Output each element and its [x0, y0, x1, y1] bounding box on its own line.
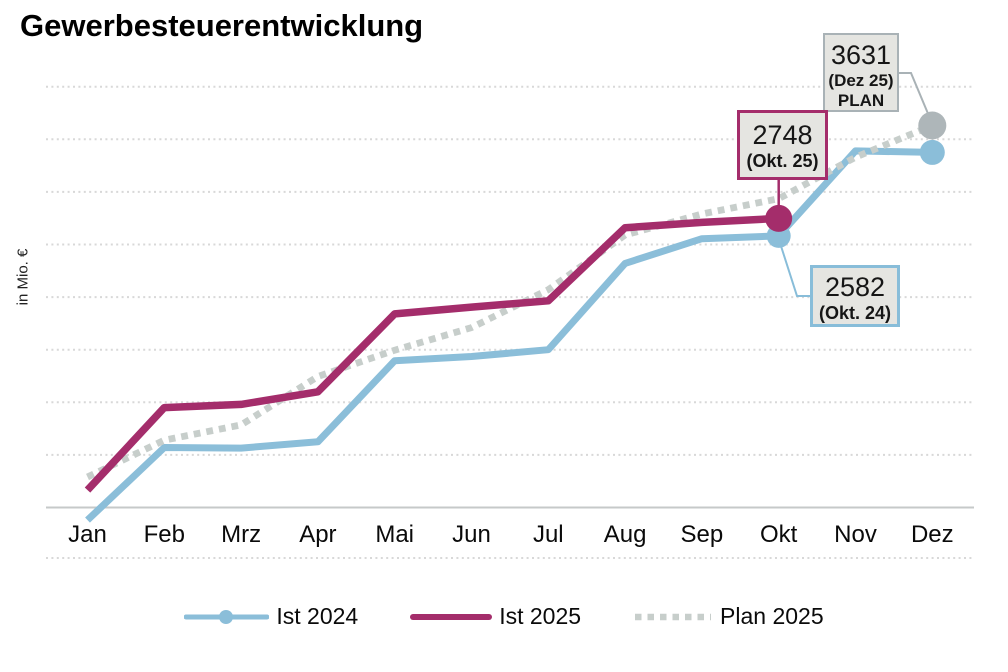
x-axis-label-okt: Okt [760, 521, 798, 548]
callout-connector-plan [898, 72, 930, 117]
legend-item-ist-2024: Ist 2024 [184, 603, 358, 630]
x-axis-label-jul: Jul [532, 521, 564, 548]
callout-label: (Okt. 25) [746, 151, 819, 171]
legend-item-ist-2025: Ist 2025 [410, 603, 581, 630]
x-axis-label-feb: Feb [143, 521, 185, 548]
legend-item-plan-2025: Plan 2025 [633, 603, 824, 630]
callout-sublabel: PLAN [837, 91, 885, 110]
chart-title: Gewerbesteuerentwicklung [20, 8, 424, 43]
data-point-plan2025-Dez [918, 111, 947, 140]
x-axis-label-jan: Jan [68, 521, 107, 548]
callout-ist-2025-okt: 2748 (Okt. 25) [737, 110, 828, 180]
x-axis-label-sep: Sep [680, 521, 724, 548]
x-axis-label-mai: Mai [375, 521, 415, 548]
callout-value: 2582 [824, 272, 886, 302]
x-axis-label-apr: Apr [299, 521, 337, 548]
callout-plan-dez: 3631 (Dez 25) PLAN [823, 33, 899, 112]
series-line-ist2025 [84, 214, 779, 493]
x-axis-label-jun: Jun [452, 521, 491, 548]
callout-value: 3631 [830, 40, 892, 70]
data-point-ist2025-Okt [765, 204, 793, 232]
legend-label: Ist 2024 [276, 603, 359, 629]
legend-swatch-ist-2024-icon [184, 609, 270, 624]
legend: Ist 2024 Ist 2025 Plan 2025 [0, 603, 1008, 630]
x-axis-label-mrz: Mrz [221, 521, 262, 548]
legend-label: Plan 2025 [720, 603, 824, 629]
x-axis-label-nov: Nov [834, 521, 877, 548]
data-point-ist2024-Dez [919, 139, 945, 165]
callout-ist-2024-okt: 2582 (Okt. 24) [810, 265, 900, 327]
legend-label: Ist 2025 [499, 603, 582, 629]
callout-label: (Dez 25) [828, 71, 894, 90]
callout-connector-ist24 [777, 238, 810, 297]
callout-label: (Okt. 24) [818, 303, 892, 323]
legend-swatch-ist-2025-icon [410, 613, 493, 620]
callout-value: 2748 [752, 120, 813, 150]
x-axis-label-aug: Aug [603, 521, 647, 548]
x-axis-label-dez: Dez [910, 521, 954, 548]
legend-swatch-plan-2025-icon [635, 613, 712, 620]
series-line-ist2024 [85, 147, 933, 523]
